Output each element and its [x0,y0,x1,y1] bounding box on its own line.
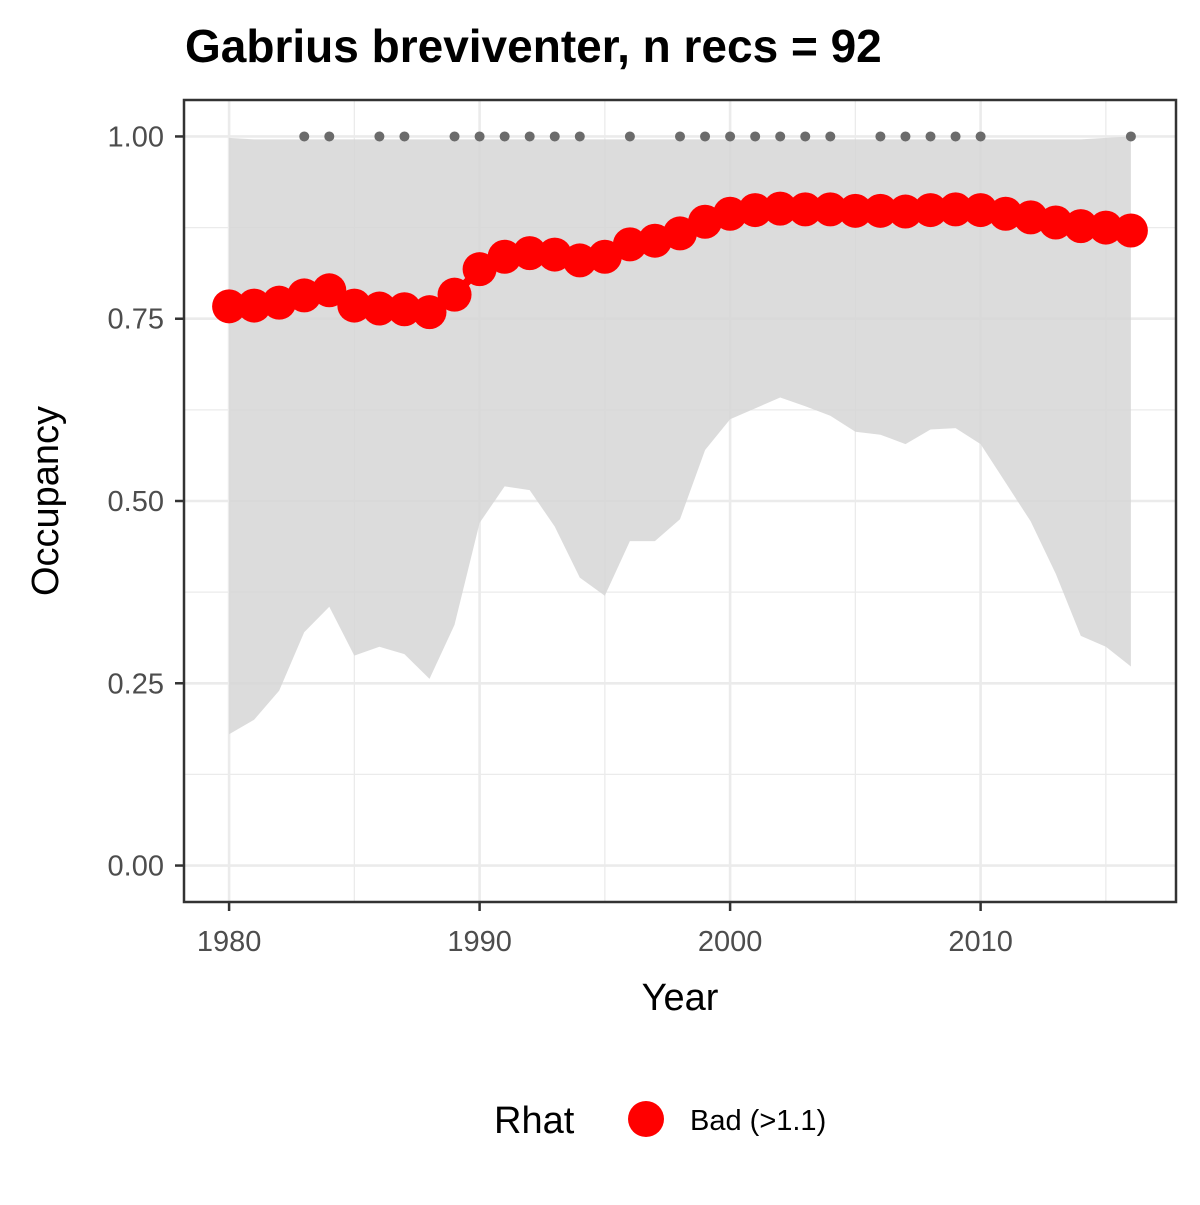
legend-label-bad: Bad (>1.1) [690,1105,826,1137]
occupancy-point [988,196,1023,231]
record-point [725,131,736,142]
record-point [875,131,886,142]
y-tick-label: 0.00 [108,851,164,883]
record-point [499,131,510,142]
record-point [975,131,986,142]
y-tick-label: 0.75 [108,304,164,336]
record-point [324,131,335,142]
occupancy-point [1113,213,1148,248]
record-point [474,131,485,142]
x-axis: 1980 1990 2000 2010 [197,902,1013,958]
occupancy-point [337,288,372,323]
record-point [700,131,711,142]
occupancy-point [888,194,923,229]
y-tick-label: 1.00 [108,121,164,153]
record-point [524,131,535,142]
occupancy-point [1038,205,1073,240]
occupancy-point [237,288,272,323]
legend-key-bad [628,1101,664,1137]
record-point [374,131,385,142]
record-point [800,131,811,142]
record-point [449,131,460,142]
x-tick-label: 1980 [197,926,262,958]
occupancy-point [412,295,447,330]
records-layer [299,131,1136,142]
occupancy-point [813,192,848,227]
occupancy-point [487,239,522,274]
chart-title: Gabrius breviventer, n recs = 92 [185,20,882,72]
occupancy-point [437,277,472,312]
y-tick-label: 0.50 [108,486,164,518]
record-point [399,131,410,142]
y-axis-title: Occupancy [25,406,67,596]
occupancy-point [863,193,898,228]
occupancy-point [913,193,948,228]
occupancy-point [713,196,748,231]
record-point [900,131,911,142]
legend: Rhat Bad (>1.1) [494,1100,826,1142]
occupancy-point [312,273,347,308]
occupancy-point [788,192,823,227]
record-point [675,131,685,142]
occupancy-point [1063,209,1098,244]
record-point [549,131,560,142]
occupancy-point [1088,210,1123,245]
occupancy-point [562,243,597,278]
record-point [750,131,761,142]
y-axis: 0.00 0.25 0.50 0.75 1.00 [108,121,184,883]
occupancy-point [838,193,873,228]
occupancy-point [512,236,547,271]
x-tick-label: 2000 [698,926,763,958]
x-axis-title: Year [642,977,719,1019]
occupancy-point [963,193,998,228]
record-point [574,131,585,142]
occupancy-point [738,193,773,228]
record-point [1125,131,1136,142]
record-point [299,131,310,142]
x-tick-label: 2010 [948,926,1013,958]
legend-title: Rhat [494,1100,575,1142]
record-point [925,131,936,142]
occupancy-point [212,289,247,324]
occupancy-point [362,291,397,326]
occupancy-point [462,252,497,287]
occupancy-point [587,239,622,274]
record-point [825,131,836,142]
record-point [624,131,635,142]
occupancy-point [612,227,647,262]
x-tick-label: 1990 [447,926,512,958]
y-tick-label: 0.25 [108,668,164,700]
record-point [775,131,786,142]
occupancy-point [763,191,798,226]
record-point [950,131,961,142]
occupancy-point [387,292,422,327]
series-layer [212,191,1148,330]
occupancy-point [938,192,973,227]
